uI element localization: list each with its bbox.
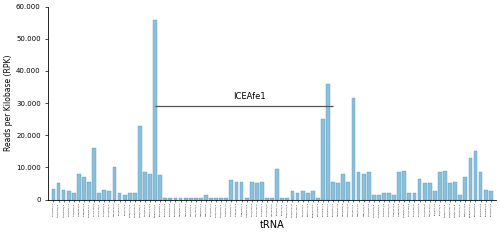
Bar [316, 198, 320, 200]
Bar [387, 193, 391, 200]
Bar [82, 177, 86, 200]
Bar [336, 183, 340, 200]
Bar [408, 193, 412, 200]
Bar [468, 158, 472, 200]
Bar [286, 198, 289, 200]
Bar [367, 172, 370, 200]
Bar [153, 19, 157, 200]
Bar [62, 190, 66, 200]
Bar [199, 198, 203, 200]
Bar [474, 151, 478, 200]
Bar [260, 182, 264, 200]
Bar [331, 182, 335, 200]
Bar [443, 171, 447, 200]
Bar [428, 183, 432, 200]
Bar [108, 191, 112, 200]
Bar [138, 126, 142, 200]
Bar [168, 198, 172, 200]
Bar [87, 182, 91, 200]
Bar [230, 180, 234, 200]
Bar [377, 195, 381, 200]
Bar [194, 198, 198, 200]
Bar [52, 189, 56, 200]
Bar [92, 148, 96, 200]
Bar [184, 198, 188, 200]
Bar [306, 193, 310, 200]
Bar [204, 195, 208, 200]
Bar [290, 191, 294, 200]
Bar [362, 174, 366, 200]
X-axis label: tRNA: tRNA [260, 220, 284, 230]
Bar [265, 198, 269, 200]
Bar [224, 198, 228, 200]
Bar [418, 179, 422, 200]
Bar [209, 198, 213, 200]
Bar [458, 195, 462, 200]
Y-axis label: Reads per Kilobase (RPK): Reads per Kilobase (RPK) [4, 55, 13, 151]
Bar [189, 198, 192, 200]
Bar [300, 191, 304, 200]
Bar [453, 182, 457, 200]
Bar [372, 195, 376, 200]
Bar [433, 191, 436, 200]
Bar [174, 198, 178, 200]
Bar [143, 172, 147, 200]
Bar [422, 183, 426, 200]
Bar [133, 193, 136, 200]
Bar [112, 167, 116, 200]
Bar [392, 195, 396, 200]
Bar [118, 193, 122, 200]
Bar [158, 176, 162, 200]
Bar [102, 190, 106, 200]
Bar [122, 195, 126, 200]
Bar [255, 183, 258, 200]
Bar [280, 198, 284, 200]
Bar [489, 191, 492, 200]
Bar [326, 84, 330, 200]
Bar [270, 198, 274, 200]
Bar [321, 119, 325, 200]
Bar [220, 198, 223, 200]
Bar [72, 193, 76, 200]
Bar [342, 174, 345, 200]
Bar [438, 172, 442, 200]
Bar [412, 193, 416, 200]
Bar [178, 198, 182, 200]
Bar [398, 172, 401, 200]
Bar [250, 182, 254, 200]
Bar [276, 169, 279, 200]
Bar [67, 191, 70, 200]
Text: ICEAfe1: ICEAfe1 [233, 91, 266, 101]
Bar [346, 182, 350, 200]
Bar [56, 183, 60, 200]
Bar [356, 172, 360, 200]
Bar [484, 190, 488, 200]
Bar [352, 98, 356, 200]
Bar [214, 198, 218, 200]
Bar [148, 174, 152, 200]
Bar [464, 177, 467, 200]
Bar [128, 193, 132, 200]
Bar [164, 198, 167, 200]
Bar [240, 182, 244, 200]
Bar [296, 193, 300, 200]
Bar [448, 183, 452, 200]
Bar [234, 182, 238, 200]
Bar [382, 193, 386, 200]
Bar [478, 172, 482, 200]
Bar [77, 174, 81, 200]
Bar [245, 198, 248, 200]
Bar [311, 191, 314, 200]
Bar [98, 193, 101, 200]
Bar [402, 171, 406, 200]
